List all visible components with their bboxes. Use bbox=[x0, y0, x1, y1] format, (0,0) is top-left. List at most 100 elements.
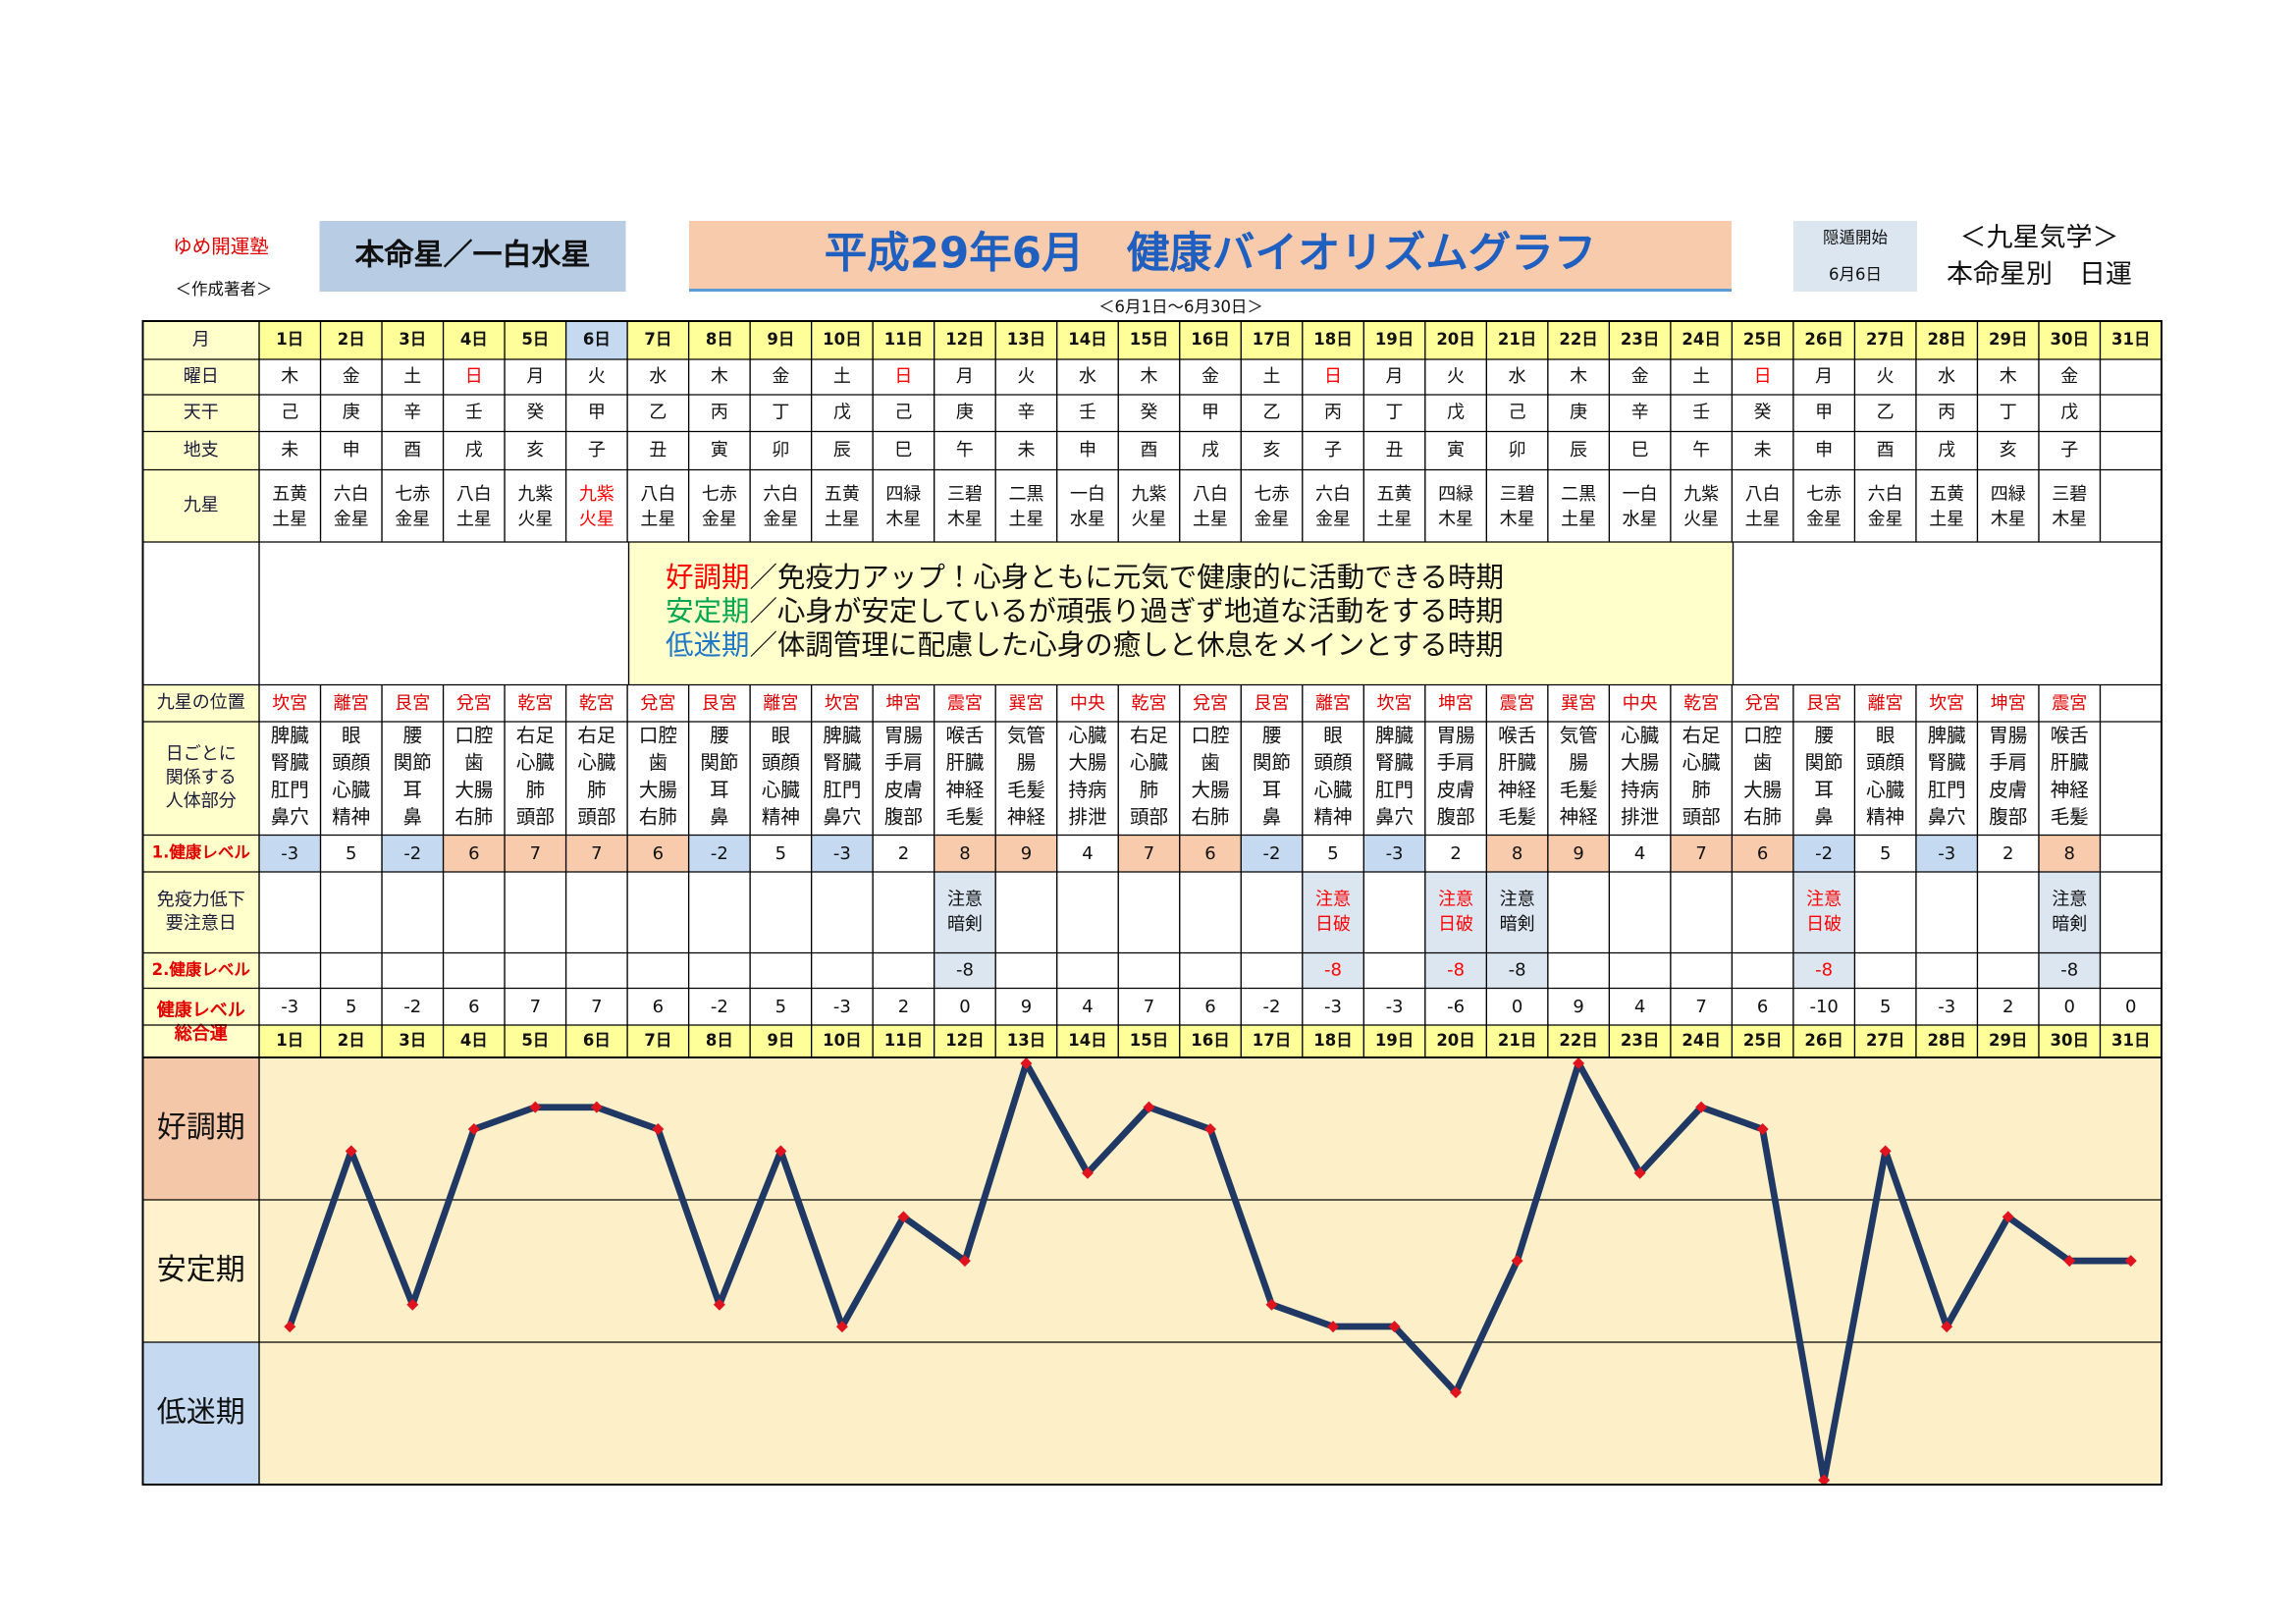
palace-cell: 兌宮 bbox=[1193, 693, 1228, 714]
day-label: 7日 bbox=[644, 330, 671, 349]
day-label: 21日 bbox=[1498, 1031, 1536, 1050]
row-label: 月 bbox=[192, 329, 210, 350]
body-part: 心臓 bbox=[1682, 751, 1721, 774]
body-part: 右肺 bbox=[1743, 806, 1782, 829]
star-cell: 土星 bbox=[1193, 509, 1228, 529]
body-part: 腹部 bbox=[884, 806, 923, 829]
total-value: 2 bbox=[2002, 997, 2013, 1017]
branch-cell: 卯 bbox=[772, 440, 789, 460]
point-marker bbox=[1020, 1056, 1033, 1069]
total-value: 6 bbox=[468, 997, 479, 1017]
body-part: 耳 bbox=[403, 779, 422, 801]
kind: 本命星別 日運 bbox=[1947, 259, 2132, 290]
point-marker bbox=[590, 1101, 603, 1113]
stem-cell: 辛 bbox=[1017, 403, 1035, 423]
caution-text: 注意 bbox=[1438, 889, 1473, 909]
star-cell: 木星 bbox=[1500, 509, 1535, 529]
day-label: 5日 bbox=[521, 330, 549, 349]
point-marker bbox=[406, 1298, 419, 1311]
total-value: 5 bbox=[346, 997, 356, 1017]
day-label: 18日 bbox=[1313, 1031, 1352, 1050]
level2-value: -8 bbox=[956, 959, 974, 980]
body-part: 右肺 bbox=[1192, 806, 1230, 829]
star-cell: 金星 bbox=[763, 509, 798, 529]
stem-cell: 戊 bbox=[833, 403, 851, 423]
body-part: 神経 bbox=[945, 779, 984, 801]
day-label: 22日 bbox=[1559, 330, 1597, 349]
day-label: 8日 bbox=[706, 1031, 733, 1050]
stem-cell: 乙 bbox=[649, 403, 667, 423]
caution-bg bbox=[1486, 871, 1548, 953]
body-part: 腎臓 bbox=[1928, 751, 1966, 774]
weekday-cell: 火 bbox=[1877, 366, 1895, 387]
level1-bg bbox=[565, 835, 628, 872]
body-part: 腸 bbox=[1569, 751, 1587, 774]
total-value: -6 bbox=[1447, 997, 1465, 1017]
weekday-cell: 水 bbox=[1509, 366, 1526, 387]
level1-value: -3 bbox=[833, 843, 851, 864]
level2-bg bbox=[1302, 952, 1364, 989]
star-cell: 五黄 bbox=[1377, 484, 1413, 505]
caution-bg bbox=[1792, 871, 1855, 953]
palace-cell: 乾宮 bbox=[579, 693, 614, 714]
branch-cell: 子 bbox=[588, 440, 606, 460]
point-marker bbox=[1941, 1321, 1953, 1333]
body-part: 脾臓 bbox=[1928, 724, 1966, 746]
day-label: 27日 bbox=[1866, 1031, 1904, 1050]
day-label: 13日 bbox=[1007, 330, 1045, 349]
body-part: 関節 bbox=[1805, 751, 1843, 774]
inton-label: 隠遁開始 bbox=[1823, 228, 1888, 246]
point-marker bbox=[1695, 1101, 1708, 1113]
level1-bg bbox=[505, 835, 566, 872]
period: ＜6月1日～6月30日＞ bbox=[1098, 298, 1263, 316]
total-value: 7 bbox=[591, 997, 602, 1017]
branch-cell: 卯 bbox=[1509, 440, 1526, 460]
point-marker bbox=[284, 1321, 296, 1333]
body-part: 肺 bbox=[1691, 779, 1710, 801]
body-part: 毛髪 bbox=[945, 806, 984, 829]
palace-cell: 離宮 bbox=[334, 693, 369, 714]
legend-row-bg bbox=[142, 541, 260, 685]
total-value: 9 bbox=[1573, 997, 1583, 1017]
caution-text: 暗剣 bbox=[1500, 914, 1535, 935]
stem-cell: 丙 bbox=[1938, 403, 1955, 423]
level2-bg bbox=[1486, 952, 1548, 989]
day-label: 10日 bbox=[823, 330, 861, 349]
star-cell: 木星 bbox=[947, 509, 983, 529]
weekday-cell: 月 bbox=[1815, 366, 1833, 387]
branch-cell: 寅 bbox=[711, 440, 728, 460]
star-cell: 木星 bbox=[1438, 509, 1473, 529]
stem-cell: 乙 bbox=[1263, 403, 1281, 423]
day-label: 31日 bbox=[2111, 330, 2150, 349]
inton-box bbox=[1793, 220, 1918, 292]
day-label: 28日 bbox=[1927, 1031, 1965, 1050]
body-part: 精神 bbox=[332, 806, 370, 829]
branch-cell: 申 bbox=[343, 440, 360, 460]
palace-cell: 震宮 bbox=[2052, 693, 2087, 714]
weekday-cell: 木 bbox=[281, 366, 298, 387]
stem-cell: 丙 bbox=[1324, 403, 1342, 423]
day-label: 16日 bbox=[1191, 1031, 1229, 1050]
level1-value: 2 bbox=[898, 843, 909, 864]
star-cell: 七赤 bbox=[1806, 484, 1842, 505]
day-label: 28日 bbox=[1927, 330, 1965, 349]
level1-value: 2 bbox=[1450, 843, 1461, 864]
body-part: 歯 bbox=[1201, 751, 1219, 774]
weekday-cell: 金 bbox=[1201, 366, 1219, 387]
total-value: 0 bbox=[1512, 997, 1522, 1017]
star-cell: 九紫 bbox=[517, 484, 553, 505]
star-cell: 金星 bbox=[334, 509, 369, 529]
row-label: 総合運 bbox=[174, 1023, 228, 1045]
star-cell: 水星 bbox=[1623, 509, 1658, 529]
body-part: 鼻 bbox=[710, 806, 728, 829]
palace-cell: 乾宮 bbox=[517, 693, 553, 714]
body-part: 鼻穴 bbox=[823, 806, 861, 829]
body-part: 精神 bbox=[1866, 806, 1904, 829]
body-part: 頭顔 bbox=[762, 751, 800, 774]
weekday-cell: 水 bbox=[1079, 366, 1096, 387]
body-part: 腰 bbox=[710, 724, 728, 746]
level1-value: 7 bbox=[1144, 843, 1154, 864]
weekday-cell: 火 bbox=[588, 366, 606, 387]
inton-date: 6月6日 bbox=[1829, 265, 1882, 284]
